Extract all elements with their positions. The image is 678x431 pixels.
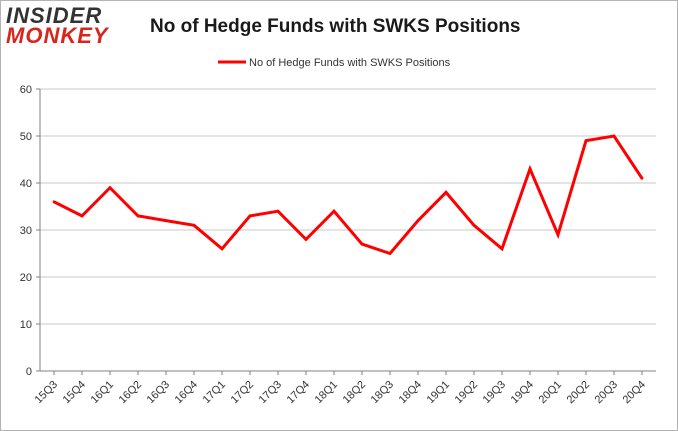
x-tick-label: 20Q2 <box>565 379 593 407</box>
data-point <box>192 223 196 227</box>
data-point <box>416 219 420 223</box>
data-point <box>52 200 56 204</box>
data-point <box>80 214 84 218</box>
x-tick-label: 17Q1 <box>201 379 229 407</box>
x-tick-label: 16Q1 <box>89 379 117 407</box>
axes <box>36 88 656 375</box>
x-tick-label: 19Q4 <box>509 379 537 407</box>
data-point <box>388 252 392 255</box>
x-tick-label: 16Q4 <box>173 379 201 407</box>
y-tick-labels: 0 10 20 30 40 50 60 <box>20 84 32 378</box>
x-tick-label: 18Q3 <box>369 379 397 407</box>
data-point <box>472 223 476 227</box>
data-point <box>304 238 308 241</box>
gridlines <box>40 88 656 325</box>
data-point <box>164 219 168 223</box>
x-tick-label: 17Q2 <box>229 379 257 407</box>
x-tick-label: 18Q2 <box>341 379 369 407</box>
data-point <box>108 186 112 190</box>
y-tick-label: 30 <box>20 225 32 237</box>
x-tick-label: 19Q2 <box>453 379 481 407</box>
x-tick-label: 18Q4 <box>397 379 425 407</box>
x-tick-label: 17Q3 <box>257 379 285 407</box>
data-point <box>640 176 644 180</box>
x-tick-label: 18Q1 <box>313 379 341 407</box>
legend: No of Hedge Funds with SWKS Positions <box>218 57 451 69</box>
data-point <box>332 209 336 213</box>
y-tick-label: 20 <box>20 272 32 284</box>
y-tick-label: 10 <box>20 319 32 331</box>
x-tick-label: 16Q2 <box>117 379 145 407</box>
x-tick-labels: 15Q3 15Q4 16Q1 16Q2 16Q3 16Q4 17Q1 17Q2 17Q3 17Q4… <box>33 379 649 407</box>
x-tick-label: 17Q4 <box>285 379 313 407</box>
x-tick-label: 20Q3 <box>593 379 621 407</box>
x-tick-label: 15Q3 <box>33 379 61 407</box>
x-tick-label: 19Q3 <box>481 379 509 407</box>
series-line <box>53 134 644 256</box>
data-point <box>136 214 140 218</box>
x-tick-label: 20Q1 <box>537 379 565 407</box>
logo-line-1: INSIDER <box>6 3 103 28</box>
data-point <box>248 214 252 218</box>
data-point <box>528 167 532 171</box>
data-point <box>444 191 448 194</box>
insider-monkey-logo: INSIDER MONKEY <box>6 3 128 52</box>
data-point <box>220 247 224 251</box>
data-point <box>612 134 616 138</box>
legend-label: No of Hedge Funds with SWKS Positions <box>249 57 451 69</box>
x-tick-label: 15Q4 <box>61 379 89 407</box>
x-tick-label: 20Q4 <box>621 379 649 407</box>
x-tick-label: 19Q1 <box>425 379 453 407</box>
x-tick-label: 16Q3 <box>145 379 173 407</box>
data-point <box>360 242 364 246</box>
data-point <box>500 247 504 251</box>
series-layer <box>52 134 644 256</box>
y-tick-label: 50 <box>20 131 32 143</box>
logo-line-2: MONKEY <box>6 23 109 48</box>
data-point <box>584 139 588 143</box>
y-tick-label: 0 <box>26 366 32 378</box>
data-point <box>276 209 280 213</box>
y-tick-label: 60 <box>20 84 32 96</box>
chart-title: No of Hedge Funds with SWKS Positions <box>150 16 521 37</box>
data-point <box>556 233 560 237</box>
y-tick-label: 40 <box>20 178 32 190</box>
